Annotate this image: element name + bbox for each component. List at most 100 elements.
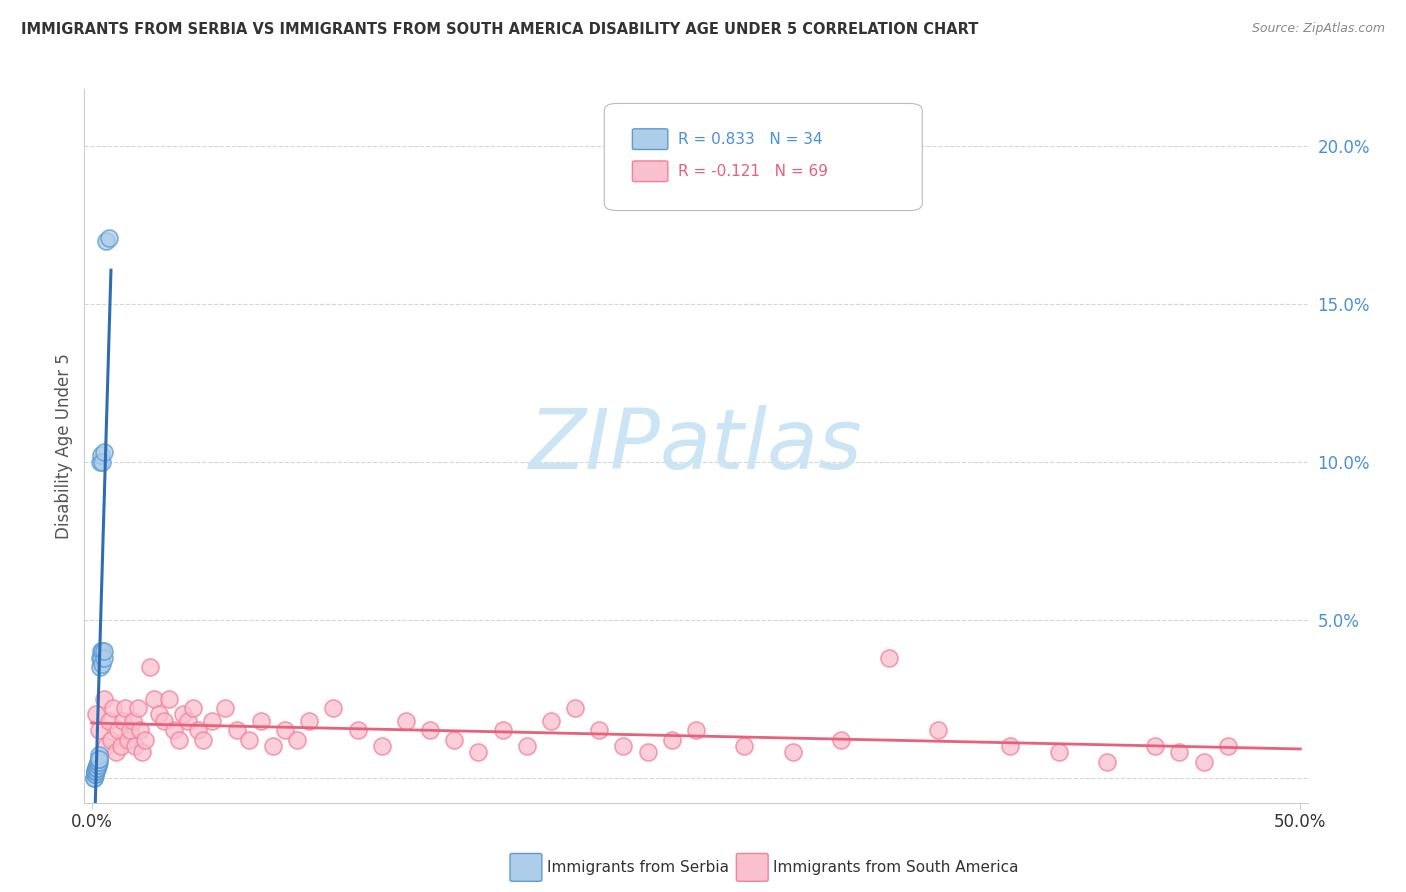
Point	[86, 758, 108, 772]
Text: Immigrants from Serbia: Immigrants from Serbia	[547, 860, 728, 874]
Point	[86, 761, 108, 775]
Point	[181, 701, 204, 715]
Point	[84, 767, 107, 781]
Point	[225, 723, 247, 738]
Point	[733, 739, 755, 753]
Point	[90, 650, 112, 665]
Point	[782, 745, 804, 759]
Point	[274, 723, 297, 738]
Point	[86, 758, 108, 772]
Point	[87, 755, 110, 769]
Point	[97, 230, 120, 244]
Point	[540, 714, 562, 728]
Point	[104, 745, 127, 759]
FancyBboxPatch shape	[633, 161, 668, 182]
Point	[100, 732, 122, 747]
Text: R = 0.833   N = 34: R = 0.833 N = 34	[678, 132, 823, 146]
Point	[1192, 755, 1215, 769]
Text: R = -0.121   N = 69: R = -0.121 N = 69	[678, 164, 828, 178]
Point	[138, 660, 160, 674]
Point	[491, 723, 513, 738]
Point	[157, 691, 180, 706]
Point	[134, 732, 156, 747]
Point	[87, 723, 110, 738]
Point	[191, 732, 214, 747]
Point	[685, 723, 707, 738]
Point	[127, 701, 149, 715]
Point	[588, 723, 610, 738]
FancyBboxPatch shape	[633, 128, 668, 150]
Point	[1216, 739, 1239, 753]
FancyBboxPatch shape	[605, 103, 922, 211]
Point	[163, 723, 186, 738]
Point	[86, 761, 108, 775]
Point	[86, 707, 108, 722]
Point	[187, 723, 209, 738]
Point	[262, 739, 284, 753]
Point	[84, 764, 107, 779]
Point	[87, 751, 110, 765]
Point	[1168, 745, 1191, 759]
Point	[346, 723, 368, 738]
Point	[89, 751, 111, 765]
Point	[1095, 755, 1118, 769]
Point	[89, 455, 111, 469]
Point	[830, 732, 852, 747]
Point	[91, 644, 114, 658]
Point	[90, 657, 112, 671]
Point	[83, 771, 105, 785]
Point	[148, 707, 170, 722]
Point	[467, 745, 489, 759]
Point	[84, 764, 107, 779]
Point	[516, 739, 538, 753]
Point	[129, 723, 152, 738]
Point	[107, 723, 129, 738]
Point	[90, 644, 112, 658]
FancyBboxPatch shape	[737, 854, 768, 881]
FancyBboxPatch shape	[510, 854, 541, 881]
Point	[285, 732, 308, 747]
Point	[94, 739, 117, 753]
Point	[612, 739, 634, 753]
Point	[564, 701, 586, 715]
Point	[143, 691, 166, 706]
Point	[103, 701, 125, 715]
Y-axis label: Disability Age Under 5: Disability Age Under 5	[55, 353, 73, 539]
Point	[91, 455, 114, 469]
Point	[879, 650, 901, 665]
Point	[87, 758, 110, 772]
Text: Immigrants from South America: Immigrants from South America	[773, 860, 1018, 874]
Text: ZIPatlas: ZIPatlas	[529, 406, 863, 486]
Point	[637, 745, 659, 759]
Point	[83, 767, 105, 781]
Point	[395, 714, 418, 728]
Point	[83, 771, 105, 785]
Point	[117, 732, 139, 747]
Point	[121, 714, 143, 728]
Point	[90, 449, 112, 463]
Text: Source: ZipAtlas.com: Source: ZipAtlas.com	[1251, 22, 1385, 36]
Point	[661, 732, 683, 747]
Point	[86, 761, 108, 775]
Point	[250, 714, 273, 728]
Point	[927, 723, 949, 738]
Point	[172, 707, 194, 722]
Point	[1000, 739, 1022, 753]
Point	[93, 445, 115, 459]
Point	[93, 691, 115, 706]
Point	[131, 745, 153, 759]
Point	[1144, 739, 1167, 753]
Point	[83, 767, 105, 781]
Point	[419, 723, 441, 738]
Point	[153, 714, 176, 728]
Point	[84, 761, 107, 775]
Point	[298, 714, 321, 728]
Point	[114, 701, 136, 715]
Point	[201, 714, 224, 728]
Point	[93, 650, 115, 665]
Point	[443, 732, 465, 747]
Point	[84, 764, 107, 779]
Point	[112, 714, 135, 728]
Point	[238, 732, 260, 747]
Point	[177, 714, 200, 728]
